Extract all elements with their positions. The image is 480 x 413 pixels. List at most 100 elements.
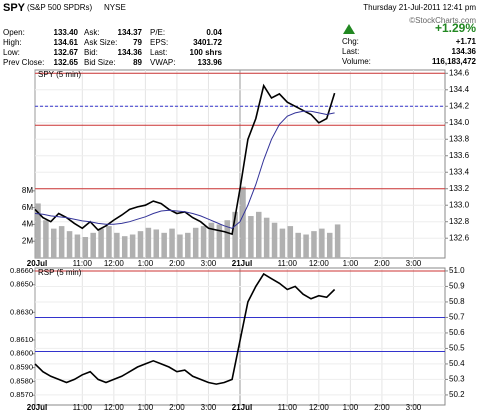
volume-bar: [169, 228, 175, 258]
volume-bar: [153, 229, 160, 258]
x-tick-label: 11:00: [73, 403, 93, 412]
volume-bar: [311, 231, 317, 258]
volume-bar: [58, 226, 65, 258]
chart-title: RSP (5 min): [38, 268, 82, 277]
quote-label: Open:: [3, 28, 25, 37]
volume-tick-label: 8M: [22, 186, 33, 195]
x-tick-label: 3:00: [406, 403, 422, 412]
y-tick-label: 0.8590: [10, 363, 33, 372]
x-tick-label: 2:00: [169, 403, 185, 412]
y-tick-label: 50.7: [449, 313, 465, 322]
x-tick-label: 12:00: [104, 259, 125, 268]
y-tick-label: 134.6: [449, 68, 470, 77]
volume-bar: [240, 186, 246, 258]
volume-bar: [287, 226, 294, 258]
quote-label: Ask Size:: [84, 38, 117, 47]
quote-value: 133.96: [198, 58, 223, 67]
quote-label: Last:: [150, 48, 167, 57]
chart-title: SPY (5 min): [38, 70, 81, 79]
volume-tick-label: 2M: [22, 236, 33, 245]
y-tick-label: 50.9: [449, 282, 465, 291]
exchange: NYSE: [104, 3, 126, 12]
volume-bar: [114, 232, 120, 258]
quote-label: Bid:: [84, 48, 98, 57]
change-value: 134.36: [452, 47, 477, 56]
y-tick-label: 133.4: [449, 167, 470, 176]
x-tick-label: 12:00: [309, 259, 330, 268]
volume-bar: [303, 234, 309, 258]
volume-bar: [224, 220, 230, 258]
change-label: Chg:: [342, 37, 359, 46]
y-tick-label: 50.4: [449, 359, 465, 368]
y-tick-label: 133.0: [449, 200, 470, 209]
quote-value: 132.67: [54, 48, 79, 57]
y-tick-label: 50.6: [449, 328, 465, 337]
x-tick-label: 1:00: [138, 259, 154, 268]
y-tick-label: 0.8610: [10, 335, 33, 344]
x-tick-label: 3:00: [201, 259, 217, 268]
volume-bar: [177, 234, 183, 258]
volume-bar: [90, 232, 96, 258]
x-tick-label: 1:00: [138, 403, 154, 412]
quote-value: 134.36: [118, 48, 143, 57]
quote-label: Bid Size:: [84, 58, 116, 67]
change-label: Volume:: [342, 57, 371, 66]
x-tick-label: 2:00: [169, 259, 185, 268]
volume-bar: [208, 222, 215, 258]
volume-bar: [192, 227, 199, 258]
credit: ©StockCharts.com: [409, 16, 476, 25]
volume-bar: [334, 224, 341, 258]
quote-label: VWAP:: [150, 58, 175, 67]
y-tick-label: 134.2: [449, 101, 470, 110]
y-tick-label: 0.8600: [10, 349, 33, 358]
x-tick-label: 2:00: [374, 259, 390, 268]
quote-value: 79: [133, 38, 142, 47]
y-tick-label: 133.6: [449, 151, 470, 160]
quote-label: EPS:: [150, 38, 168, 47]
y-tick-label: 50.8: [449, 297, 465, 306]
change-pct: +1.29%: [435, 21, 476, 35]
x-tick-label: 12:00: [104, 403, 125, 412]
y-tick-label: 50.3: [449, 375, 465, 384]
x-tick-label: 20Jul: [27, 403, 47, 412]
x-tick-label: 21Jul: [232, 259, 252, 268]
volume-bar: [326, 232, 333, 258]
volume-bar: [145, 227, 152, 258]
y-tick-label: 132.8: [449, 217, 470, 226]
volume-bar: [35, 203, 41, 258]
y-tick-label: 133.8: [449, 134, 470, 143]
volume-bar: [82, 237, 89, 258]
symbol: SPY: [3, 2, 26, 14]
volume-bar: [271, 222, 278, 258]
y-tick-label: 0.8660: [10, 266, 33, 275]
x-tick-label: 3:00: [406, 259, 422, 268]
quote-value: 132.65: [54, 58, 79, 67]
x-tick-label: 11:00: [278, 403, 298, 412]
volume-bar: [51, 228, 57, 258]
quote-value: 89: [133, 58, 142, 67]
quote-value: 134.61: [54, 38, 79, 47]
volume-bar: [129, 234, 136, 258]
y-tick-label: 0.8580: [10, 376, 33, 385]
y-tick-label: 50.2: [449, 390, 465, 399]
x-tick-label: 21Jul: [232, 403, 252, 412]
x-tick-label: 3:00: [201, 403, 217, 412]
quote-label: High:: [3, 38, 22, 47]
y-tick-label: 0.8650: [10, 280, 33, 289]
volume-bar: [121, 236, 128, 258]
volume-bar: [185, 232, 191, 258]
y-tick-label: 132.6: [449, 233, 470, 242]
y-tick-label: 0.8630: [10, 307, 33, 316]
volume-bar: [66, 231, 73, 258]
quote-value: 133.40: [54, 28, 79, 37]
volume-bar: [106, 226, 112, 258]
quote-value: 134.37: [118, 28, 143, 37]
quote-value: 100 shrs: [190, 48, 223, 57]
y-tick-label: 50.5: [449, 344, 465, 353]
x-tick-label: 1:00: [343, 403, 359, 412]
volume-bar: [200, 226, 207, 258]
volume-bar: [216, 224, 223, 258]
price-line: [34, 110, 335, 229]
price-line: [34, 272, 336, 385]
volume-bar: [74, 234, 81, 258]
